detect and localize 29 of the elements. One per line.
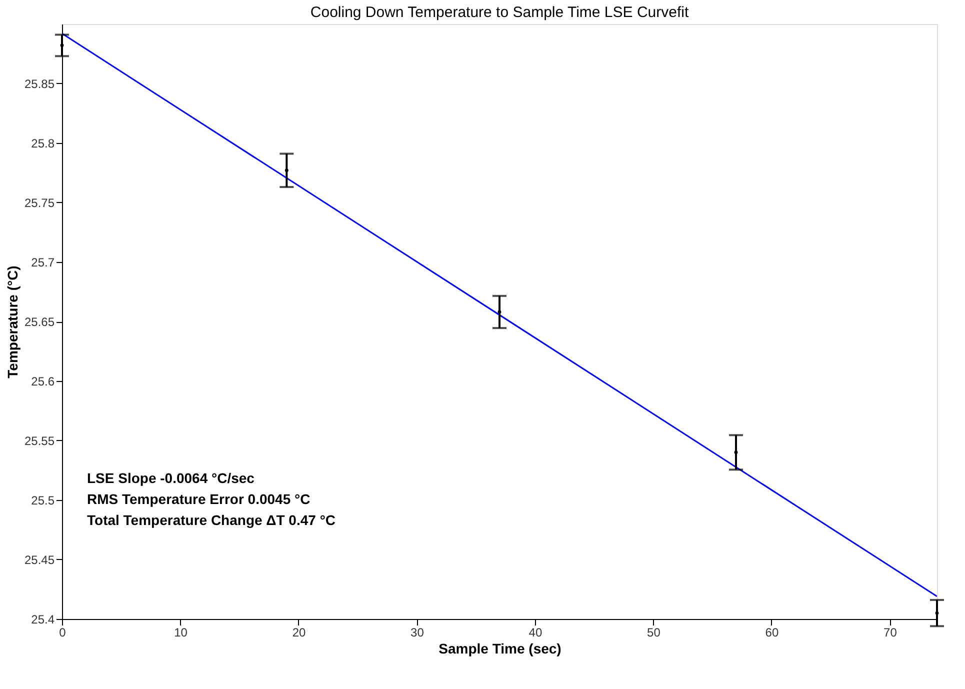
point: [284, 168, 288, 172]
annotation: Total Temperature Change ΔT 0.47 °C: [87, 512, 336, 528]
x-tick-label: 60: [765, 626, 779, 640]
x-axis-title: Sample Time (sec): [438, 640, 562, 656]
y-tick-label: 25.5: [31, 494, 55, 508]
x-tick-label: 50: [647, 626, 661, 640]
annotation: LSE Slope -0.0064 °C/sec: [87, 470, 255, 486]
chart-title: Cooling Down Temperature to Sample Time LSE Curvefit: [310, 4, 690, 21]
x-tick-label: 70: [884, 626, 898, 640]
y-tick-label: 25.85: [24, 77, 55, 91]
y-axis-title: Temperature (°C): [4, 266, 20, 378]
point: [60, 44, 64, 48]
y-tick-label: 25.7: [31, 256, 55, 270]
y-tick-label: 25.65: [24, 315, 55, 329]
x-tick-label: 30: [410, 626, 424, 640]
annotation: RMS Temperature Error 0.0045 °C: [87, 491, 310, 507]
y-tick-label: 25.75: [24, 196, 55, 210]
y-tick-label: 25.45: [24, 553, 55, 567]
x-tick-label: 0: [59, 626, 66, 640]
point: [498, 310, 502, 314]
y-tick-label: 25.6: [31, 374, 55, 388]
x-tick-label: 40: [528, 626, 542, 640]
y-tick-label: 25.55: [24, 434, 55, 448]
y-tick-label: 25.8: [31, 136, 55, 150]
point: [734, 450, 738, 454]
x-tick-label: 20: [292, 626, 306, 640]
y-tick-label: 25.4: [31, 612, 55, 626]
x-tick-label: 10: [174, 626, 188, 640]
point: [935, 611, 939, 615]
